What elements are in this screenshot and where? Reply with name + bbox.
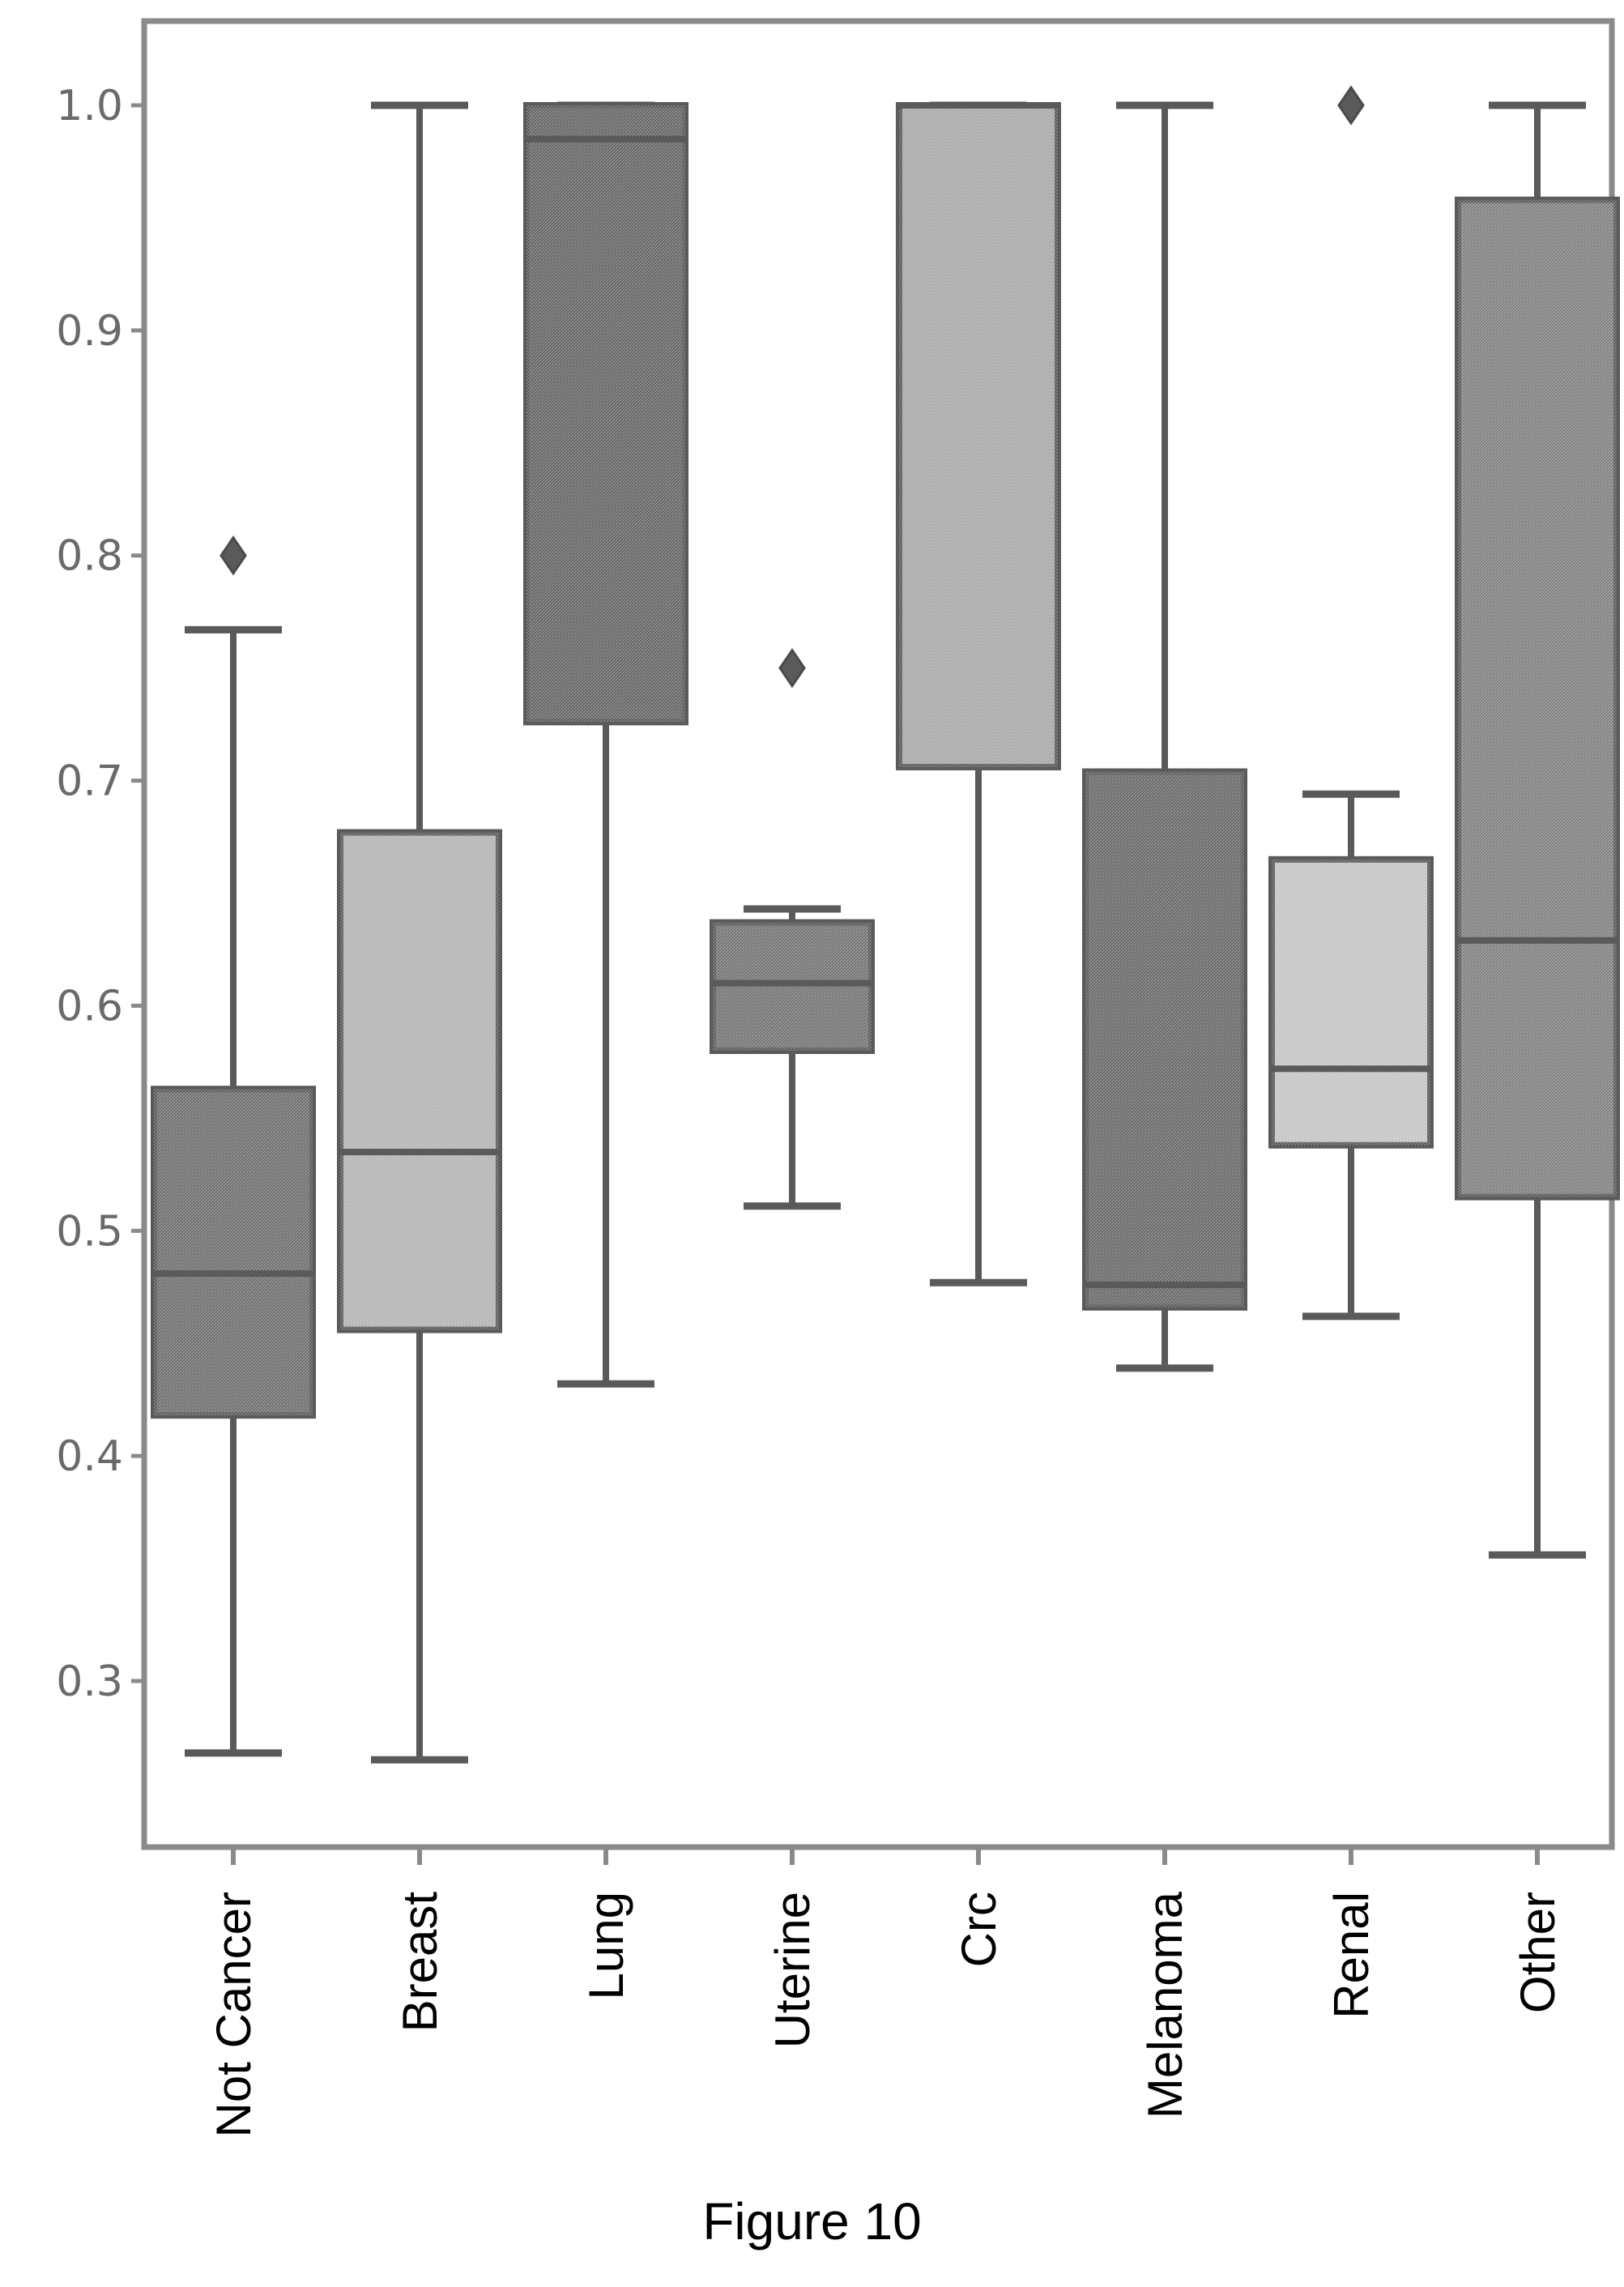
x-tick-label: Melanoma: [1138, 1891, 1192, 2118]
y-tick-label: 0.5: [56, 1207, 123, 1256]
box-breast: [337, 101, 502, 1764]
y-tick-label: 0.4: [56, 1432, 123, 1481]
y-tick-label: 0.9: [56, 307, 123, 356]
x-tick-label: Renal: [1324, 1892, 1379, 2019]
x-tick-label: Lung: [579, 1892, 633, 1999]
x-tick-label: Uterine: [765, 1892, 820, 2048]
box-melanoma: [1082, 101, 1247, 1372]
outlier-point: [778, 647, 806, 689]
x-tick-label: Other: [1511, 1892, 1565, 2013]
x-axis: Not Cancer Breast Lung Uterine Crc Melanoma Re…: [207, 1847, 1565, 2137]
iqr-box-texture: [1272, 859, 1430, 1146]
box-renal: [1268, 85, 1434, 1321]
box-not-cancer: [151, 535, 316, 1757]
iqr-box-texture: [526, 105, 685, 723]
x-tick-label: Crc: [952, 1892, 1006, 1967]
y-tick-label: 0.8: [56, 532, 123, 581]
iqr-box-texture: [899, 105, 1058, 767]
iqr-box-texture: [340, 832, 499, 1330]
iqr-box-texture: [154, 1089, 313, 1416]
y-tick-label: 0.7: [56, 757, 123, 806]
box-plot-chart: 0.3 0.4 0.5 0.6 0.7 0.8 0.9 1.0 Not Cancer Breas…: [56, 18, 1620, 2137]
iqr-box-texture: [1458, 199, 1617, 1197]
box-uterine: [710, 647, 875, 1210]
box-lung: [523, 101, 688, 1388]
iqr-box-texture: [1085, 771, 1244, 1308]
figure-caption: Figure 10: [702, 2192, 922, 2251]
iqr-box-texture: [713, 922, 872, 1051]
box-other: [1455, 101, 1620, 1559]
x-tick-label: Breast: [393, 1892, 447, 2033]
boxes-layer: [151, 85, 1620, 1764]
y-tick-label: 1.0: [56, 82, 123, 130]
x-tick-label: Not Cancer: [207, 1892, 261, 2137]
y-axis: 0.3 0.4 0.5 0.6 0.7 0.8 0.9 1.0: [56, 82, 144, 1706]
outlier-point: [220, 535, 247, 576]
box-crc: [896, 101, 1061, 1286]
outlier-point: [1337, 85, 1365, 126]
y-tick-label: 0.6: [56, 982, 123, 1030]
y-tick-label: 0.3: [56, 1658, 123, 1706]
